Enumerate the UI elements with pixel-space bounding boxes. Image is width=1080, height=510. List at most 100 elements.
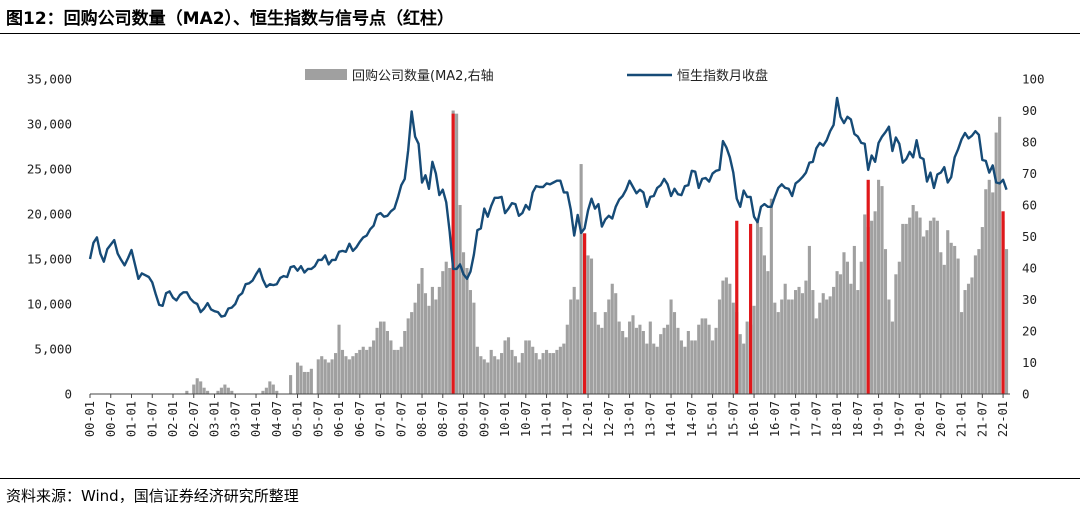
bar [399, 346, 403, 394]
bar [406, 318, 410, 394]
bar [804, 280, 808, 394]
bar [496, 359, 500, 394]
bar [880, 186, 884, 394]
x-tick-label: 18-01 [830, 401, 844, 437]
bar [192, 384, 196, 394]
bar [579, 164, 583, 394]
bar [686, 331, 690, 394]
bar [856, 290, 860, 394]
bar [389, 340, 393, 394]
x-tick-label: 07-01 [374, 401, 388, 437]
bar [413, 302, 417, 394]
bar [330, 359, 334, 394]
x-tick-label: 10-07 [519, 401, 533, 437]
bar [302, 371, 306, 394]
bar [738, 334, 742, 394]
y-right-tick-label: 40 [1022, 261, 1037, 276]
bar [621, 331, 625, 394]
bar [541, 353, 545, 394]
x-tick-label: 16-01 [747, 401, 761, 437]
bar [572, 286, 576, 394]
bar [524, 340, 528, 394]
bar [479, 356, 483, 394]
bar [852, 245, 856, 394]
bar [873, 211, 877, 394]
bar [835, 271, 839, 394]
x-tick-label: 21-07 [975, 401, 989, 437]
bar [482, 359, 486, 394]
bar [755, 220, 760, 394]
bar [717, 299, 722, 394]
bar [624, 337, 628, 394]
bar [275, 390, 279, 394]
y-left-tick-label: 20,000 [27, 207, 72, 222]
bar [230, 390, 234, 394]
bar [832, 286, 836, 394]
x-tick-label: 17-01 [789, 401, 803, 437]
bar [500, 353, 504, 394]
signal-bar [451, 113, 455, 395]
bar [887, 299, 891, 394]
bar [904, 223, 908, 394]
bar [510, 349, 514, 394]
bar [679, 340, 683, 394]
bar [883, 249, 888, 394]
y-left-tick-label: 35,000 [27, 72, 72, 87]
bar [365, 349, 369, 394]
bar [551, 353, 556, 394]
bar [306, 371, 310, 394]
bar [538, 359, 542, 394]
bar [634, 327, 639, 394]
bar [351, 356, 355, 394]
x-tick-label: 21-01 [955, 401, 969, 437]
bar [690, 340, 694, 394]
x-tick-label: 03-01 [208, 401, 222, 437]
bar [960, 312, 964, 394]
signal-bar [749, 223, 753, 394]
bar [645, 343, 649, 394]
bar [202, 387, 206, 394]
bar [299, 365, 303, 394]
bar [219, 387, 223, 394]
x-tick-label: 07-07 [394, 401, 408, 437]
bar [337, 324, 341, 394]
bar [548, 353, 552, 394]
bar [631, 315, 635, 394]
bar [347, 359, 351, 394]
bar [655, 346, 659, 394]
bar [458, 205, 462, 394]
bar [185, 390, 189, 394]
x-tick-label: 02-07 [187, 401, 201, 437]
bar [762, 255, 766, 394]
bar [752, 305, 756, 394]
bar [264, 387, 268, 394]
y-right-tick-label: 60 [1022, 198, 1037, 213]
bar [818, 302, 822, 394]
bar [769, 198, 773, 394]
bar [531, 346, 535, 394]
bar [596, 324, 600, 394]
bar [261, 390, 265, 394]
bar [659, 334, 663, 394]
x-tick-label: 00-01 [83, 401, 97, 437]
signal-bar [582, 233, 587, 394]
y-right-tick-label: 90 [1022, 103, 1037, 118]
bar [344, 356, 348, 394]
bar [783, 283, 787, 394]
bar [555, 349, 559, 394]
x-tick-label: 10-01 [498, 401, 512, 437]
bar [794, 290, 798, 394]
bar [565, 324, 569, 394]
bar [787, 299, 791, 394]
y-left-tick-label: 15,000 [27, 252, 72, 267]
bar [295, 362, 300, 394]
bar [1004, 249, 1009, 394]
bar [403, 331, 407, 394]
y-axis-left: 0 5,000 10,000 15,000 20,000 25,000 30,000 35,0… [27, 72, 72, 402]
bar [697, 324, 701, 394]
bar [226, 387, 230, 394]
bar [334, 353, 338, 394]
bar [953, 245, 957, 394]
x-tick-label: 12-07 [602, 401, 616, 437]
bar [942, 264, 946, 394]
